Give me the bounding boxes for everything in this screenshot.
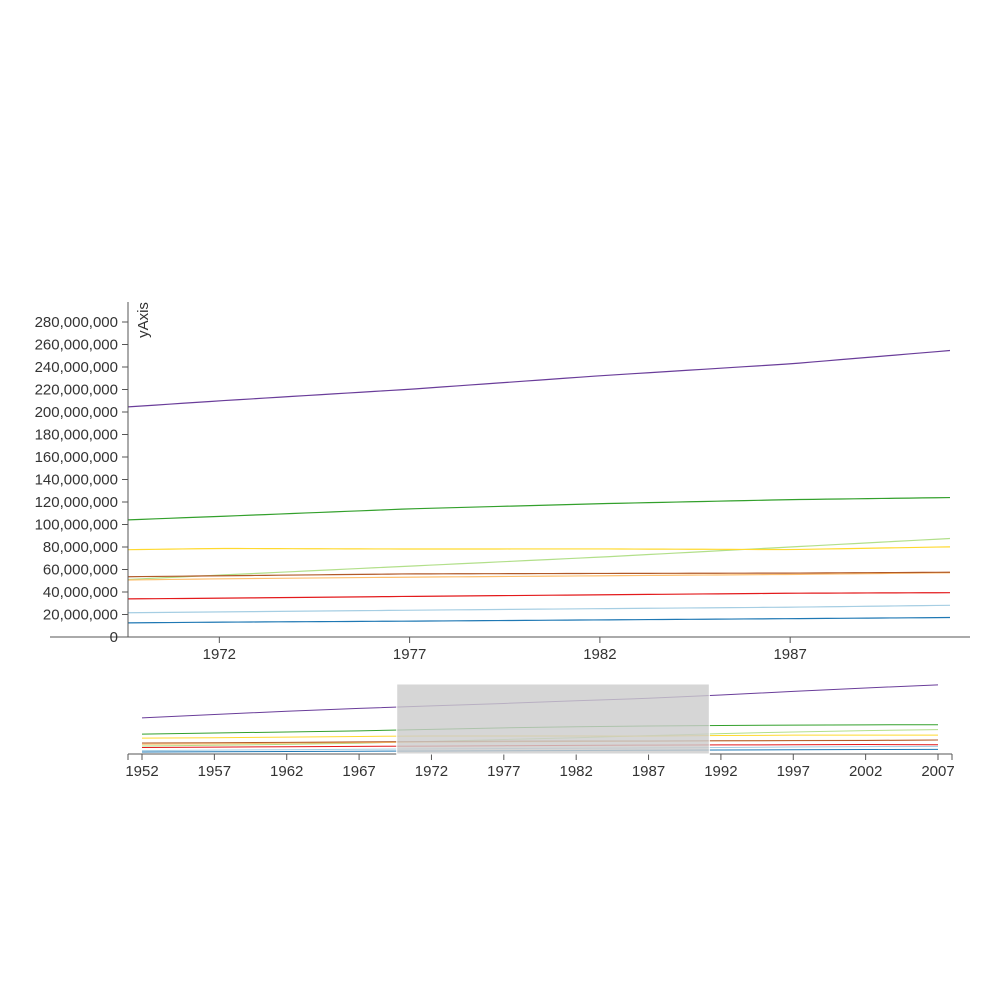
focus-x-ticks: 1972 1977 1982 1987 (203, 637, 807, 663)
context-x-ticks: 1952 1957 1962 1967 1972 1977 1982 1987 1992 1997… (125, 754, 955, 780)
context-x-tick-label: 1987 (632, 763, 665, 780)
y-tick-label: 240,000,000 (35, 359, 118, 376)
series-line-4 (128, 572, 951, 581)
y-tick-label: 80,000,000 (43, 539, 118, 556)
y-tick-label: 220,000,000 (35, 382, 118, 399)
context-x-tick-label: 1952 (125, 763, 158, 780)
context-x-tick-label: 1972 (415, 763, 448, 780)
y-tick-label: 140,000,000 (35, 472, 118, 489)
focus-y-ticks: 0 20,000,000 40,000,000 60,000,000 80,000,00… (35, 314, 128, 646)
series-line-0 (128, 349, 951, 408)
focus-chart: 0 20,000,000 40,000,000 60,000,000 80,000,00… (35, 302, 970, 663)
x-tick-label: 1987 (773, 646, 806, 663)
y-tick-label: 20,000,000 (43, 607, 118, 624)
series-line-6 (128, 592, 951, 600)
y-tick-label: 40,000,000 (43, 584, 118, 601)
focus-lines (128, 349, 951, 624)
series-line-5 (128, 571, 951, 578)
context-x-tick-label: 1982 (559, 763, 592, 780)
y-tick-label: 60,000,000 (43, 562, 118, 579)
series-line-2 (128, 537, 951, 581)
y-tick-label: 0 (110, 629, 118, 646)
y-tick-label: 200,000,000 (35, 404, 118, 421)
y-tick-label: 100,000,000 (35, 517, 118, 534)
x-tick-label: 1972 (203, 646, 236, 663)
x-tick-label: 1982 (583, 646, 616, 663)
context-x-tick-label: 1992 (704, 763, 737, 780)
brush-selection[interactable] (396, 683, 710, 755)
context-x-tick-label: 2002 (849, 763, 882, 780)
context-x-tick-label: 1967 (342, 763, 375, 780)
context-x-tick-label: 1957 (198, 763, 231, 780)
context-x-tick-label: 1997 (777, 763, 810, 780)
y-tick-label: 120,000,000 (35, 494, 118, 511)
y-tick-label: 160,000,000 (35, 449, 118, 466)
context-x-tick-label: 2007 (921, 763, 954, 780)
context-x-tick-label: 1977 (487, 763, 520, 780)
series-line-8 (128, 616, 951, 624)
context-chart: 1952 1957 1962 1967 1972 1977 1982 1987 1992 1997… (125, 683, 955, 780)
y-axis-title: yAxis (135, 302, 152, 338)
series-line-7 (128, 604, 951, 614)
y-tick-label: 180,000,000 (35, 427, 118, 444)
series-line-1 (128, 496, 951, 521)
y-tick-label: 280,000,000 (35, 314, 118, 331)
series-line-3 (128, 546, 951, 551)
x-tick-label: 1977 (393, 646, 426, 663)
y-tick-label: 260,000,000 (35, 337, 118, 354)
context-x-tick-label: 1962 (270, 763, 303, 780)
